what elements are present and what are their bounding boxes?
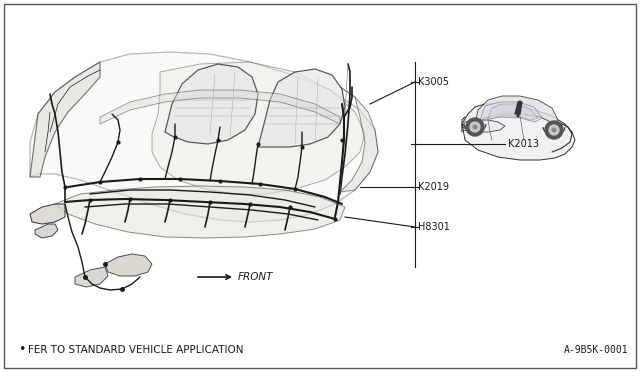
Text: K2019: K2019 bbox=[418, 182, 449, 192]
Polygon shape bbox=[462, 120, 505, 132]
Polygon shape bbox=[105, 254, 152, 276]
Text: FRONT: FRONT bbox=[238, 272, 273, 282]
Circle shape bbox=[473, 125, 477, 129]
Polygon shape bbox=[75, 267, 108, 287]
Circle shape bbox=[549, 125, 559, 135]
Polygon shape bbox=[488, 104, 538, 120]
Circle shape bbox=[466, 118, 484, 136]
Polygon shape bbox=[55, 186, 345, 238]
Polygon shape bbox=[30, 204, 65, 224]
Text: K2013: K2013 bbox=[508, 139, 539, 149]
Circle shape bbox=[545, 121, 563, 139]
Polygon shape bbox=[100, 90, 340, 124]
Circle shape bbox=[470, 122, 480, 132]
Polygon shape bbox=[475, 96, 558, 124]
Text: FER TO STANDARD VEHICLE APPLICATION: FER TO STANDARD VEHICLE APPLICATION bbox=[28, 345, 243, 355]
Polygon shape bbox=[258, 69, 345, 147]
Polygon shape bbox=[30, 62, 100, 177]
Polygon shape bbox=[152, 62, 365, 194]
Polygon shape bbox=[35, 224, 58, 238]
Text: H8301: H8301 bbox=[418, 222, 450, 232]
Polygon shape bbox=[480, 102, 542, 122]
Circle shape bbox=[552, 128, 556, 132]
Polygon shape bbox=[462, 104, 575, 160]
Polygon shape bbox=[340, 87, 378, 192]
Text: •: • bbox=[18, 343, 26, 356]
Polygon shape bbox=[30, 52, 378, 222]
Text: A-9B5K-0001: A-9B5K-0001 bbox=[563, 345, 628, 355]
Polygon shape bbox=[165, 64, 258, 144]
Polygon shape bbox=[515, 102, 522, 114]
Text: K3005: K3005 bbox=[418, 77, 449, 87]
